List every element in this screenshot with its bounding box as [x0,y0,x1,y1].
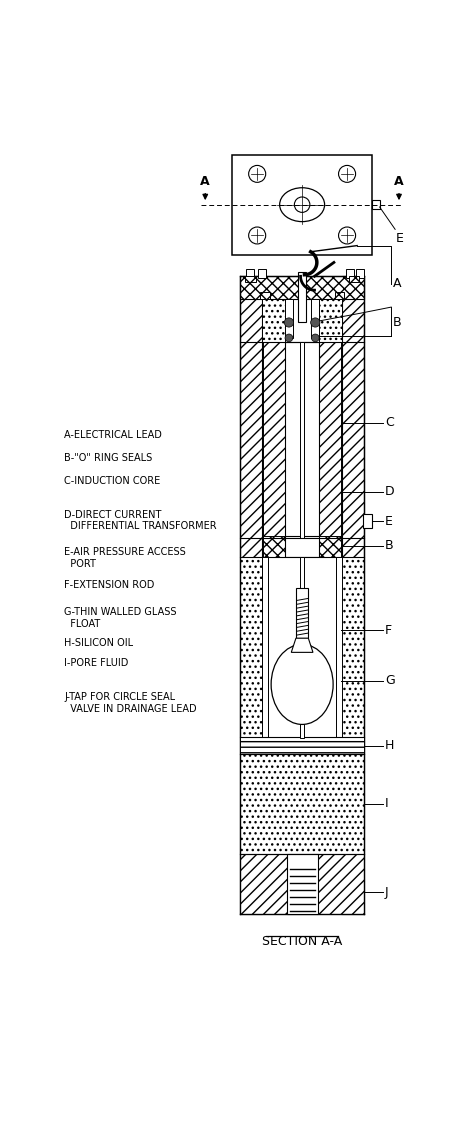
Bar [246,268,254,277]
Bar [286,853,317,914]
Circle shape [248,227,265,244]
Text: E: E [395,232,403,244]
Bar [232,155,371,254]
Text: C: C [384,416,393,429]
Circle shape [338,227,355,244]
Bar [295,588,307,638]
Text: B: B [392,316,400,329]
Text: A: A [394,175,403,188]
Circle shape [248,165,265,183]
Bar [356,268,363,277]
Circle shape [338,165,355,183]
Text: J: J [384,885,388,899]
Bar [319,536,340,557]
Text: E: E [384,515,392,527]
Text: C-INDUCTION CORE: C-INDUCTION CORE [64,477,160,486]
Bar [299,557,304,738]
Bar [240,557,261,738]
Circle shape [310,318,319,327]
Ellipse shape [279,188,324,221]
Bar [298,273,305,323]
Bar [299,342,304,539]
Bar [240,737,363,754]
Text: A: A [392,277,400,291]
Bar [284,342,319,539]
Bar [348,276,359,283]
Text: D: D [384,485,394,499]
Text: B-"O" RING SEALS: B-"O" RING SEALS [64,453,152,463]
Text: G: G [384,674,394,687]
Text: F: F [384,624,391,637]
Text: F-EXTENSION ROD: F-EXTENSION ROD [64,580,154,590]
Ellipse shape [270,645,332,725]
Bar [336,557,342,738]
Bar [240,853,363,914]
Polygon shape [291,638,313,653]
Text: E-AIR PRESSURE ACCESS
  PORT: E-AIR PRESSURE ACCESS PORT [64,548,186,569]
Bar [240,276,363,299]
Circle shape [284,334,292,342]
Bar [342,276,363,914]
Bar [334,292,343,299]
Text: H-SILICON OIL: H-SILICON OIL [64,638,133,648]
Bar [319,299,342,342]
Bar [263,342,284,539]
Text: A-ELECTRICAL LEAD: A-ELECTRICAL LEAD [64,430,162,440]
Bar [362,515,371,528]
Bar [345,268,353,277]
Bar [260,292,269,299]
Circle shape [294,197,309,212]
Bar [257,268,265,277]
Circle shape [284,318,293,327]
Text: H: H [384,739,394,753]
Bar [240,276,261,914]
Bar [240,754,363,853]
Bar [371,200,379,209]
Circle shape [311,334,319,342]
Text: I: I [384,798,388,810]
Text: I-PORE FLUID: I-PORE FLUID [64,658,128,669]
Text: D-DIRECT CURRENT
  DIFFERENTIAL TRANSFORMER: D-DIRECT CURRENT DIFFERENTIAL TRANSFORME… [64,510,216,532]
Text: B: B [384,540,393,552]
Bar [263,536,284,557]
Bar [261,299,284,342]
Text: SECTION A-A: SECTION A-A [262,934,342,948]
Bar [284,299,292,338]
Bar [311,299,319,338]
Bar [319,342,340,539]
Bar [342,557,363,738]
Bar [261,557,268,738]
Bar [284,536,319,557]
Text: J-TAP FOR CIRCLE SEAL
  VALVE IN DRAINAGE LEAD: J-TAP FOR CIRCLE SEAL VALVE IN DRAINAGE … [64,693,196,713]
Text: A: A [200,175,210,188]
Bar [268,557,336,738]
Text: G-THIN WALLED GLASS
  FLOAT: G-THIN WALLED GLASS FLOAT [64,607,176,629]
Bar [244,276,255,283]
